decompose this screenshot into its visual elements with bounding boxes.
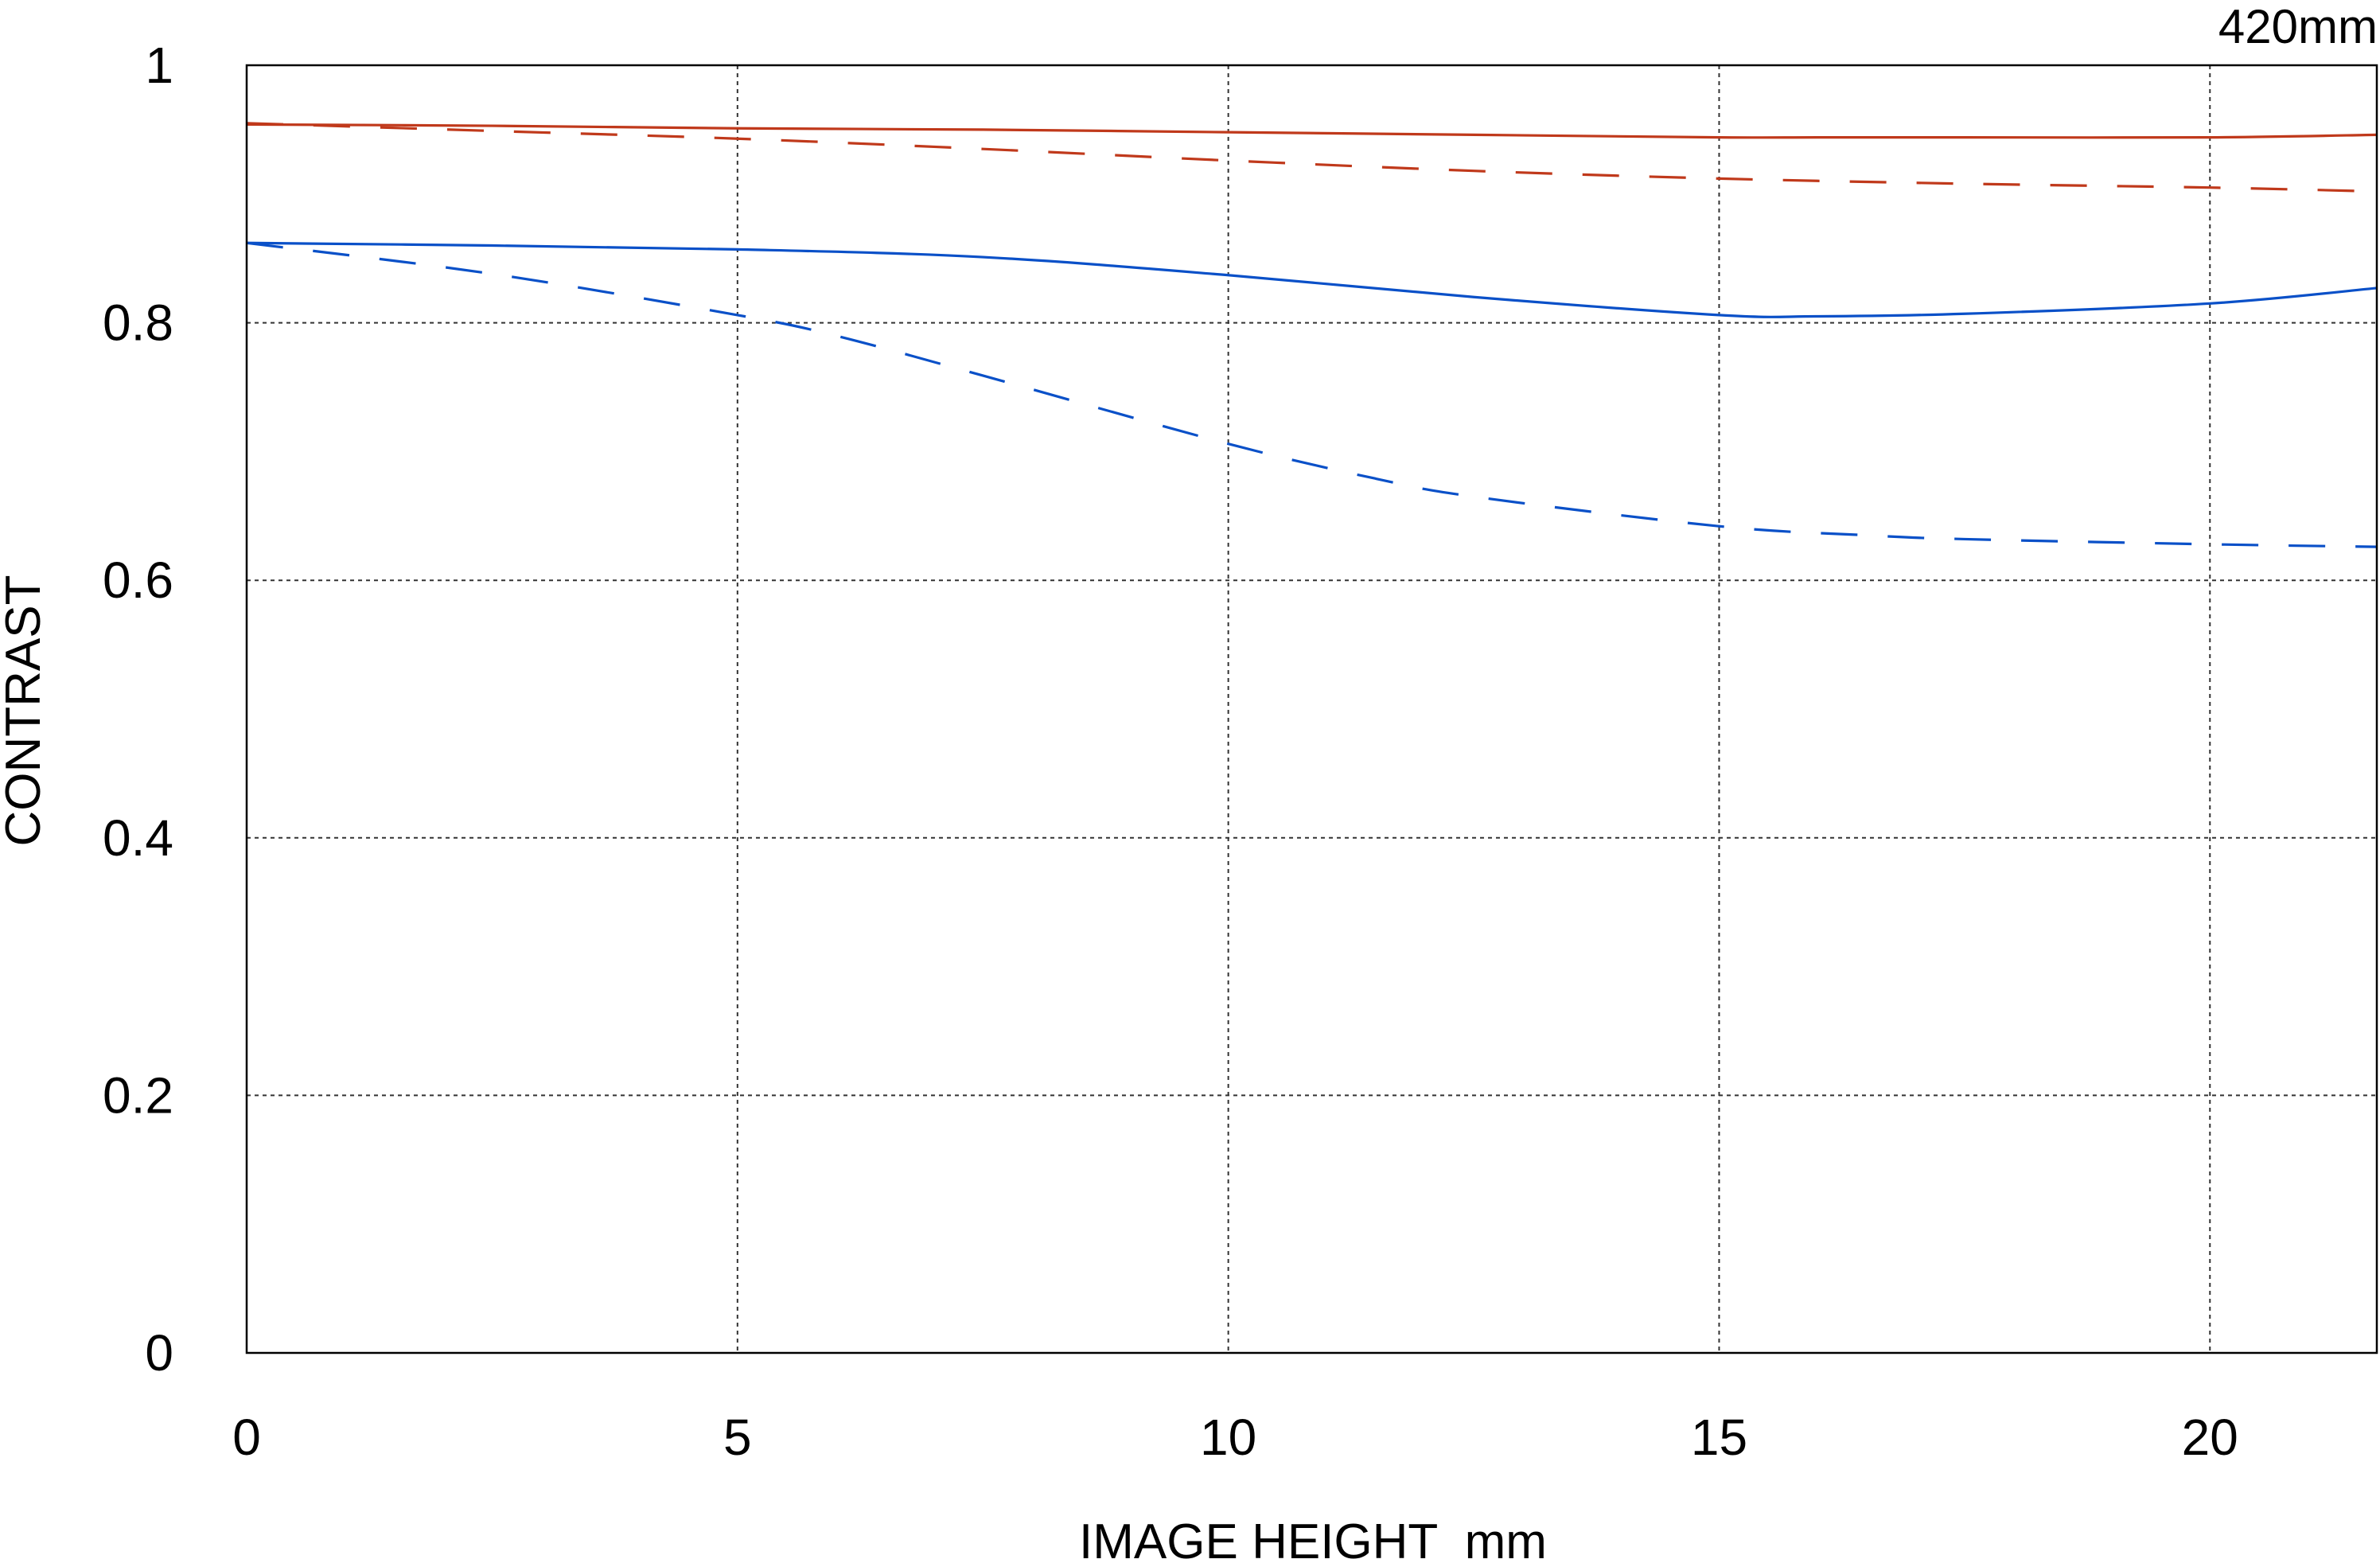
chart-title: 420mm <box>2218 0 2378 53</box>
x-tick-label: 10 <box>1200 1409 1256 1466</box>
series-line-blue-dashed <box>246 241 2378 548</box>
x-tick-label: 0 <box>232 1409 261 1466</box>
y-tick-label: 0.4 <box>103 809 173 867</box>
x-tick-label: 15 <box>1691 1409 1747 1466</box>
x-tick-label: 20 <box>2182 1409 2238 1466</box>
y-tick-label: 1 <box>145 37 173 94</box>
y-tick-label: 0.8 <box>103 294 173 352</box>
series-line-blue-solid <box>246 241 2378 318</box>
y-tick-labels: 0 0.2 0.4 0.6 0.8 1 <box>103 37 173 1382</box>
x-axis-title: IMAGE HEIGHT mm <box>1079 1514 1547 1563</box>
y-tick-label: 0.2 <box>103 1066 173 1124</box>
plot-frame <box>245 64 2378 1354</box>
grid-layer <box>247 65 2377 1353</box>
y-tick-label: 0.6 <box>103 552 173 609</box>
series-line-red-dashed <box>246 122 2378 193</box>
x-tick-labels: 0 5 10 15 20 <box>232 1409 2238 1466</box>
series-line-red-solid <box>246 123 2378 139</box>
y-tick-label: 0 <box>145 1324 173 1382</box>
y-axis-title: CONTRAST <box>0 575 51 847</box>
series-layer <box>246 122 2378 548</box>
x-tick-label: 5 <box>723 1409 752 1466</box>
